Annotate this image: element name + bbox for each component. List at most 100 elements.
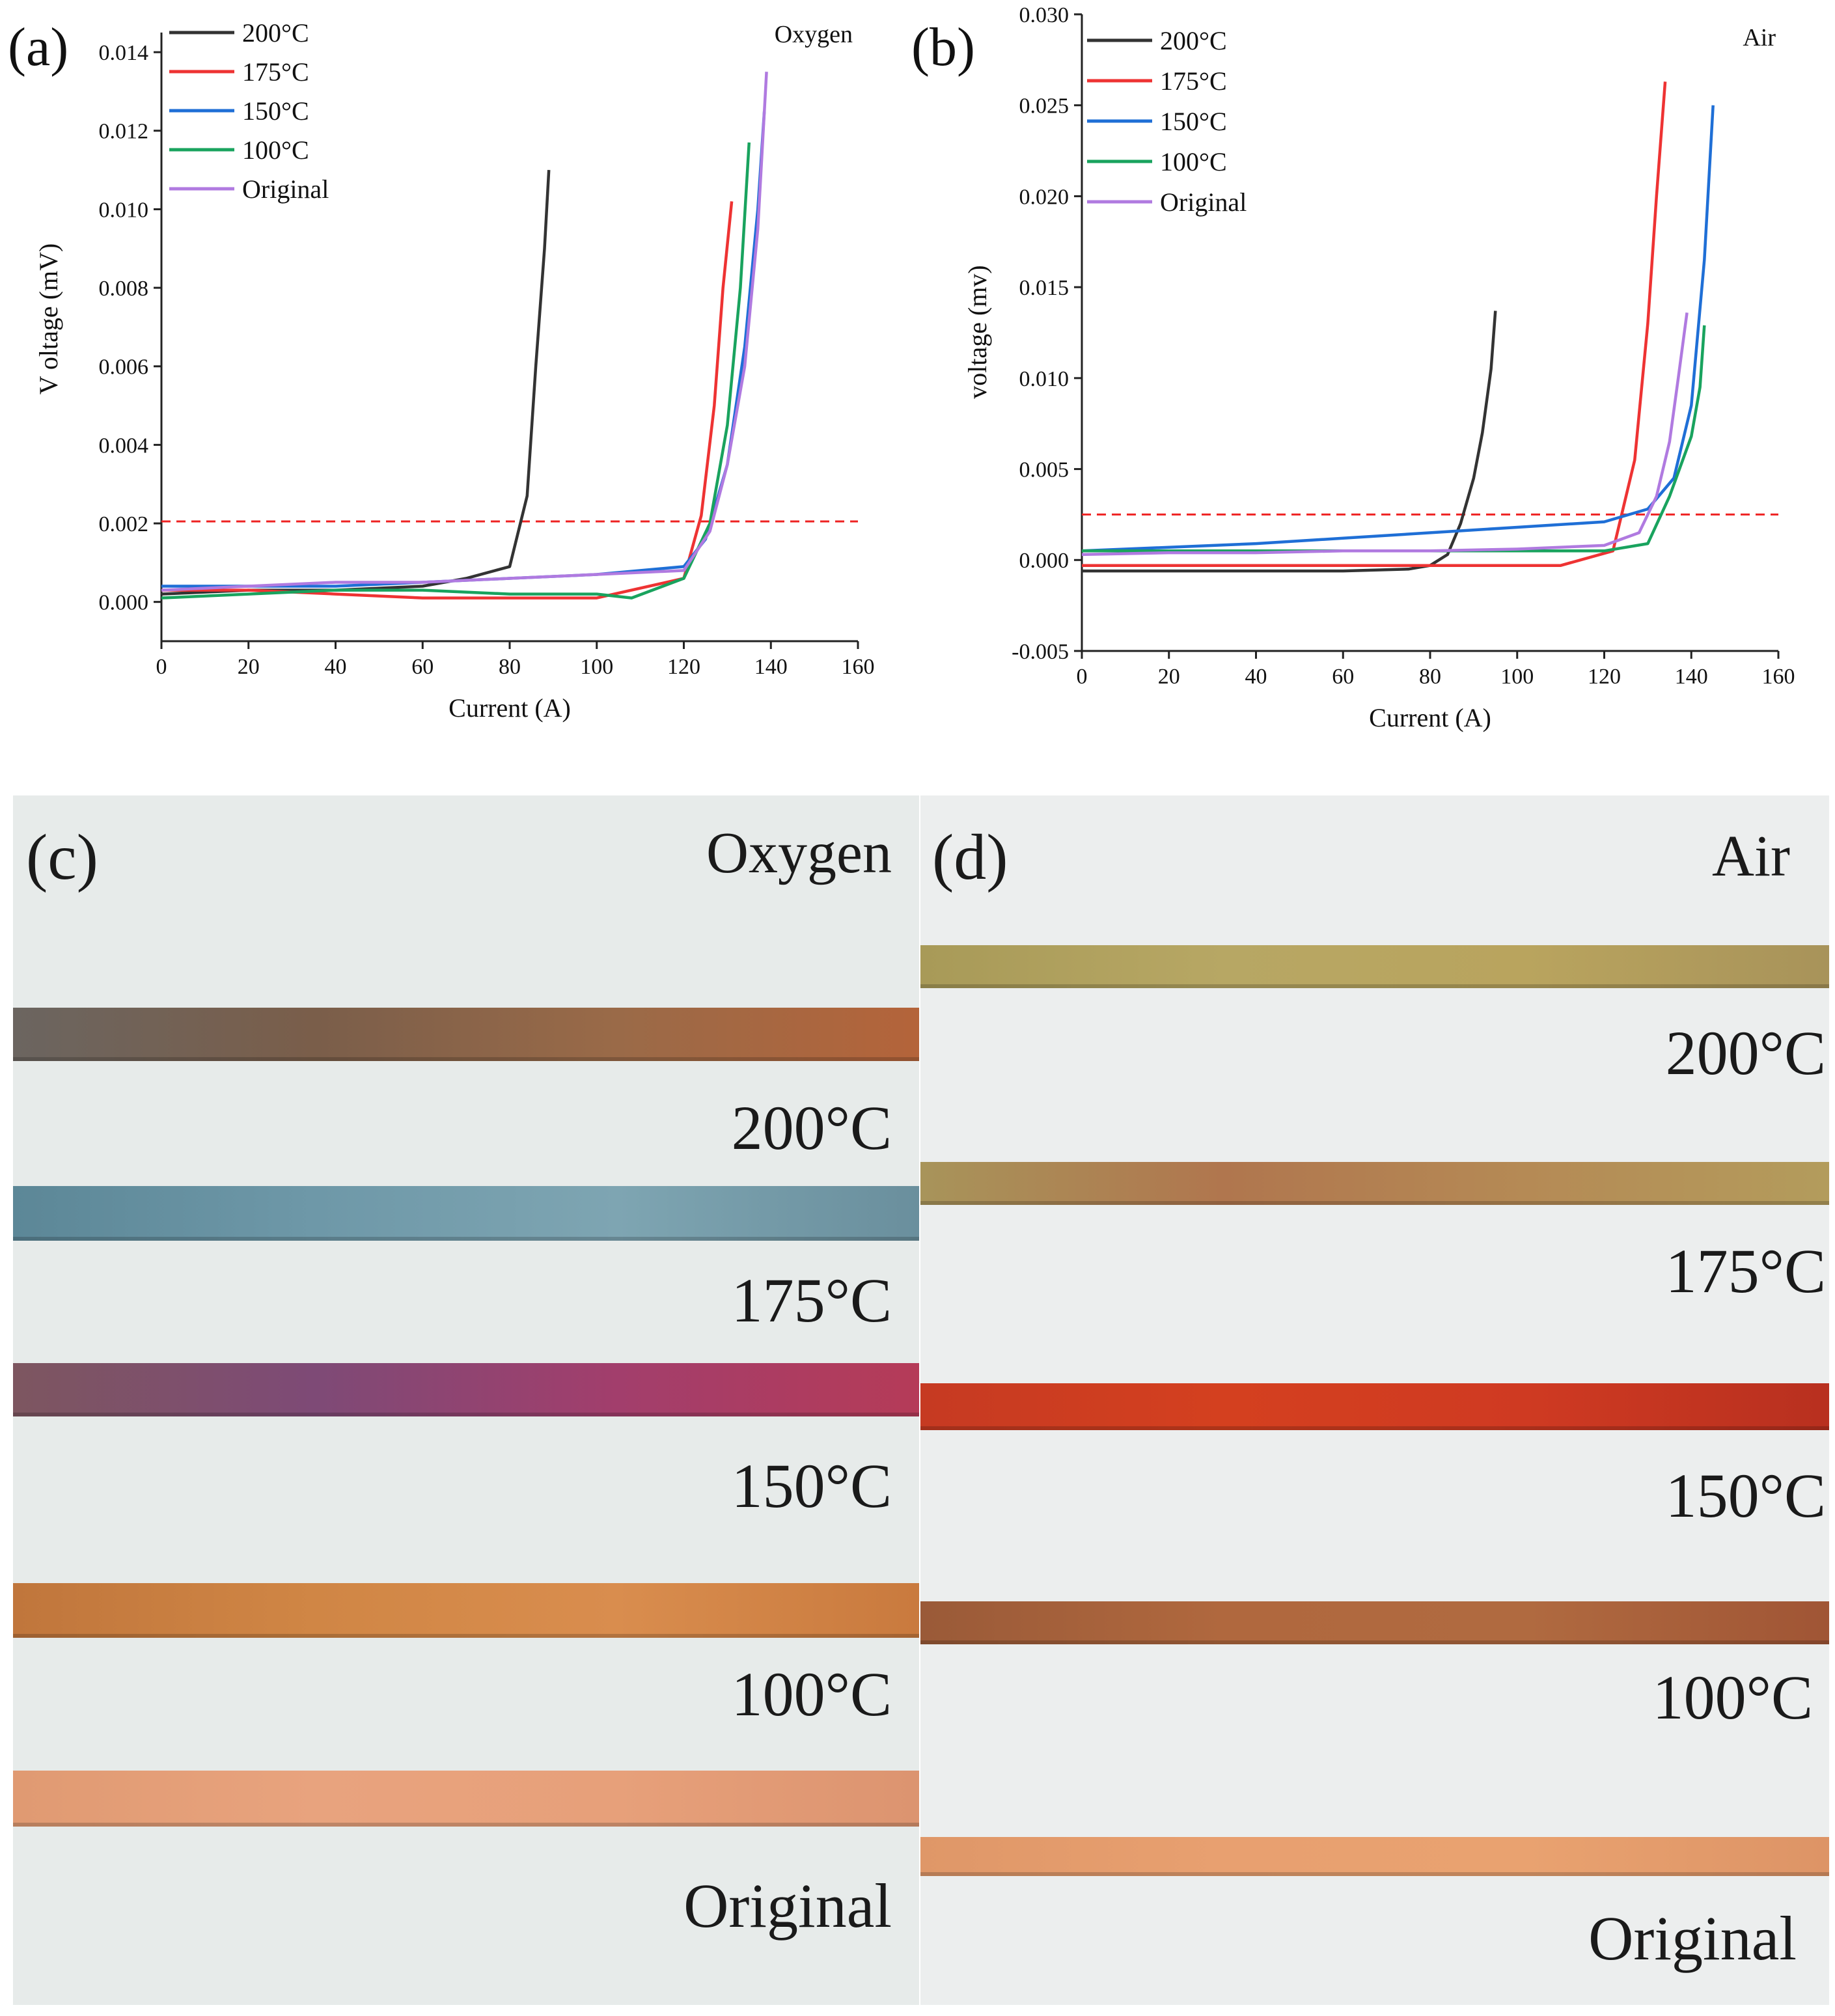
y-tick-label: 0.010	[1019, 367, 1069, 391]
x-tick-label: 80	[499, 655, 521, 679]
strip-label: 200°C	[732, 1093, 892, 1163]
strip-label: 175°C	[1666, 1236, 1826, 1306]
y-tick-label: 0.000	[1019, 549, 1069, 573]
chart-air: 0 20 40 60 80 100 120 140 160 -0.005 0.000 0.005 0.0…	[911, 3, 1795, 732]
legend-label: 175°C	[242, 57, 309, 87]
atmosphere-label: Air	[1743, 24, 1776, 51]
legend-label: 100°C	[242, 135, 309, 165]
y-tick-label: 0.004	[99, 434, 149, 458]
strip-label: 175°C	[732, 1265, 892, 1335]
copper-strip	[13, 1771, 919, 1827]
series-line-100C	[161, 142, 751, 600]
strip-shadow	[920, 1426, 1829, 1430]
y-axis-label: voltage (mv)	[963, 265, 992, 399]
x-tick-label: 120	[667, 655, 700, 679]
strip-shadow	[920, 1872, 1829, 1876]
strip-label: 150°C	[732, 1451, 892, 1521]
copper-strip	[920, 1162, 1829, 1205]
panel-label: (b)	[911, 17, 975, 77]
y-tick-label: 0.025	[1019, 94, 1069, 118]
y-tick-label: 0.014	[99, 41, 149, 65]
series-line-150C	[161, 111, 766, 588]
y-tick-label: 0.005	[1019, 458, 1069, 482]
legend-label: Original	[1160, 187, 1247, 217]
photo-air: 200°C 175°C 150°C 100°C Original (d) Air	[920, 795, 1829, 2005]
atmosphere-label: Oxygen	[775, 21, 853, 48]
series-line-175C	[161, 201, 734, 600]
legend-label: 100°C	[1160, 147, 1227, 176]
x-axis-label: Current (A)	[448, 693, 571, 723]
strip-shadow	[920, 1640, 1829, 1644]
copper-strip	[13, 1363, 919, 1416]
x-tick-label: 160	[842, 655, 875, 679]
y-tick-label: 0.030	[1019, 3, 1069, 27]
series-line-Original	[1081, 312, 1689, 557]
series-line-200C	[1082, 311, 1497, 573]
x-tick-label: 20	[1158, 665, 1180, 689]
x-tick-label: 80	[1419, 665, 1441, 689]
strip-label: 200°C	[1666, 1018, 1826, 1088]
copper-strip	[13, 1186, 919, 1241]
legend-label: 150°C	[1160, 107, 1227, 136]
x-tick-label: 0	[1077, 665, 1088, 689]
copper-strip	[920, 1837, 1829, 1876]
y-tick-label: -0.005	[1012, 640, 1069, 664]
panel-label: (a)	[8, 17, 68, 77]
atmosphere-label: Oxygen	[706, 821, 892, 885]
x-tick-label: 120	[1588, 665, 1621, 689]
x-tick-label: 20	[238, 655, 260, 679]
copper-strip	[920, 945, 1829, 988]
y-tick-label: 0.008	[99, 277, 149, 301]
x-tick-label: 60	[1332, 665, 1354, 689]
strip-shadow	[13, 1057, 919, 1061]
legend-label: 200°C	[242, 18, 309, 48]
x-tick-label: 0	[156, 655, 167, 679]
x-tick-label: 140	[1675, 665, 1708, 689]
strip-shadow	[920, 1201, 1829, 1205]
x-tick-label: 40	[325, 655, 347, 679]
y-tick-label: 0.020	[1019, 185, 1069, 209]
legend-label: 175°C	[1160, 66, 1227, 96]
y-tick-label: 0.012	[99, 120, 149, 144]
copper-strip	[13, 1008, 919, 1061]
x-tick-label: 140	[754, 655, 788, 679]
chart-oxygen: 0 20 40 60 80 100 120 140 160 0.000 0.002 0.004 0.00…	[8, 17, 875, 723]
x-tick-label: 160	[1762, 665, 1795, 689]
x-tick-label: 60	[411, 655, 434, 679]
legend-label: 200°C	[1160, 26, 1227, 55]
copper-strip	[920, 1383, 1829, 1430]
legend-label: 150°C	[242, 96, 309, 126]
panel-label: (d)	[932, 821, 1008, 893]
strip-label: 100°C	[732, 1659, 892, 1729]
x-tick-label: 100	[580, 655, 613, 679]
y-tick-label: 0.010	[99, 198, 149, 222]
x-axis-label: Current (A)	[1369, 703, 1491, 732]
y-tick-label: 0.015	[1019, 276, 1069, 300]
y-axis-label: V oltage (mV)	[34, 243, 63, 395]
panel-label: (c)	[26, 821, 98, 893]
y-tick-label: 0.002	[99, 512, 149, 536]
strip-shadow	[13, 1237, 919, 1241]
strip-shadow	[13, 1413, 919, 1416]
series-line-100C	[1082, 325, 1706, 553]
strip-label: Original	[1588, 1903, 1797, 1973]
strip-shadow	[13, 1823, 919, 1827]
x-tick-label: 100	[1500, 665, 1534, 689]
y-tick-label: 0.006	[99, 355, 149, 380]
series-line-175C	[1082, 81, 1667, 567]
strip-shadow	[13, 1634, 919, 1638]
x-tick-label: 40	[1245, 665, 1267, 689]
series-line-200C	[161, 169, 551, 596]
series-line-150C	[1081, 105, 1715, 553]
strip-label: Original	[683, 1871, 892, 1940]
y-tick-label: 0.000	[99, 591, 149, 615]
strip-shadow	[920, 984, 1829, 988]
strip-label: 150°C	[1666, 1461, 1826, 1530]
series-line-Original	[161, 72, 768, 592]
atmosphere-label: Air	[1712, 824, 1790, 889]
legend-label: Original	[242, 174, 329, 204]
copper-strip	[13, 1583, 919, 1638]
photo-oxygen: 200°C 175°C 150°C 100°C Original (c) Oxygen	[13, 795, 919, 2005]
strip-label: 100°C	[1653, 1663, 1813, 1732]
